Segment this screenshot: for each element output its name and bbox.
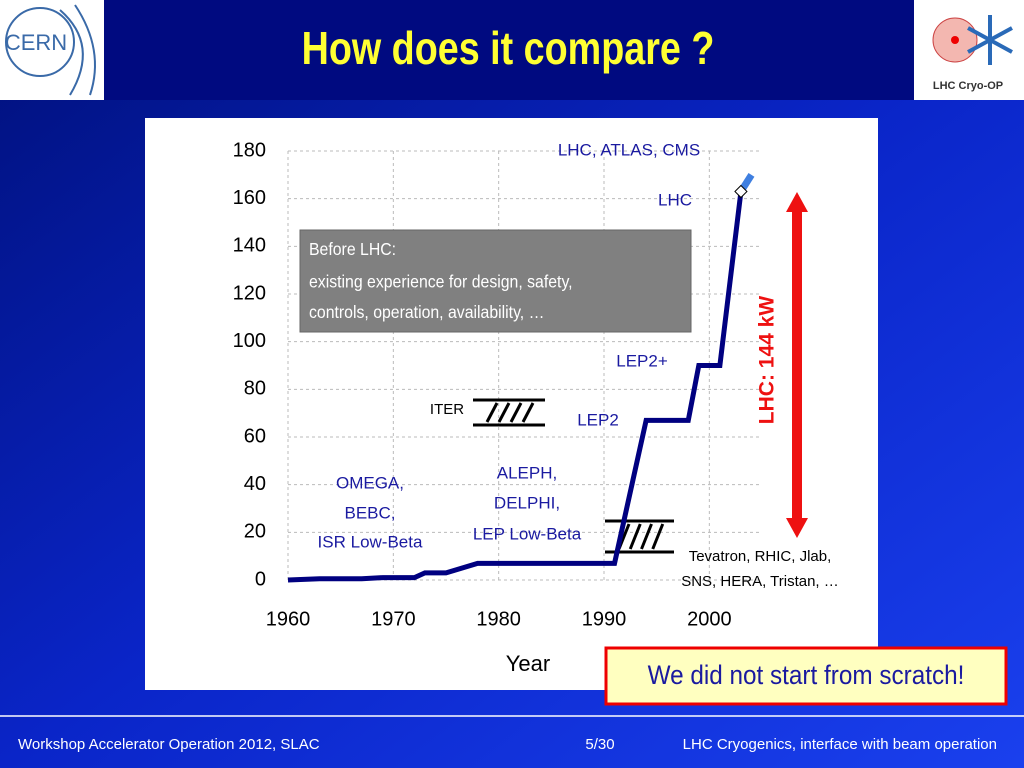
hatch-slash (640, 523, 653, 550)
annotation: LHC (658, 190, 692, 209)
logo-arcs (59, 4, 96, 96)
footer-right: LHC Cryogenics, interface with beam oper… (683, 736, 997, 753)
annotation: LEP Low-Beta (473, 524, 582, 543)
annotation: SNS, HERA, Tristan, … (681, 573, 839, 590)
x-axis-label: Year (506, 651, 550, 676)
annotation: OMEGA, (336, 473, 404, 492)
arrow-label: LHC: 144 kW (756, 296, 779, 425)
y-tick-label: 140 (233, 235, 266, 257)
logo-ring (5, 7, 75, 77)
y-tick-label: 60 (244, 425, 266, 447)
header-band (0, 0, 1024, 100)
annotation: Tevatron, RHIC, Jlab, (689, 548, 832, 565)
y-tick-label: 80 (244, 378, 266, 400)
y-tick-label: 160 (233, 187, 266, 209)
annotation: LEP2+ (616, 351, 668, 370)
hatch-slash (651, 523, 665, 550)
x-tick-label: 1970 (371, 608, 416, 630)
note-box (299, 229, 692, 333)
logo-left-text: CERN (5, 30, 67, 55)
callout-box (604, 646, 1008, 706)
footer-left: Workshop Accelerator Operation 2012, SLA… (18, 736, 320, 753)
callout-text: We did not start from scratch! (648, 661, 965, 690)
chart-panel (145, 118, 878, 690)
annotation: ALEPH, (497, 463, 557, 482)
logo-snowflake (967, 15, 1013, 65)
slide-title: How does it compare ? (302, 23, 715, 74)
x-tick-label: 2000 (687, 608, 732, 630)
annotation: LEP2 (577, 410, 619, 429)
note-text: Before LHC: (309, 239, 396, 259)
logo-right-text: LHC Cryo-OP (933, 80, 1003, 92)
hatch-slash (497, 402, 511, 423)
x-tick-label: 1990 (582, 608, 627, 630)
annotation: ISR Low-Beta (318, 532, 423, 551)
annotation: DELPHI, (494, 493, 560, 512)
x-tick-label: 1980 (476, 608, 521, 630)
y-tick-label: 20 (244, 521, 266, 543)
data-marker (734, 184, 748, 199)
x-tick-label: 1960 (266, 608, 311, 630)
annotation: ITER (430, 401, 464, 418)
annotation: BEBC, (344, 503, 395, 522)
y-tick-label: 100 (233, 330, 266, 352)
hatch-slash (521, 402, 535, 423)
hatch-slash (485, 402, 499, 423)
data-line (287, 191, 744, 583)
note-text: controls, operation, availability, … (309, 302, 544, 322)
footer-page: 5/30 (585, 736, 614, 753)
y-tick-label: 40 (244, 473, 266, 495)
y-tick-label: 180 (233, 139, 266, 161)
hatch-slash (628, 523, 642, 550)
plot: 0 20 40 60 80 100 120 140 160 180 1960 1970 1980 1990… (233, 139, 839, 676)
note-text: existing experience for design, safety, (309, 272, 573, 292)
logo-dot (951, 36, 959, 44)
annotation: LHC, ATLAS, CMS (558, 140, 700, 159)
y-tick-label: 0 (255, 568, 266, 590)
hatch-slash (509, 402, 523, 423)
y-tick-label: 120 (233, 282, 266, 304)
